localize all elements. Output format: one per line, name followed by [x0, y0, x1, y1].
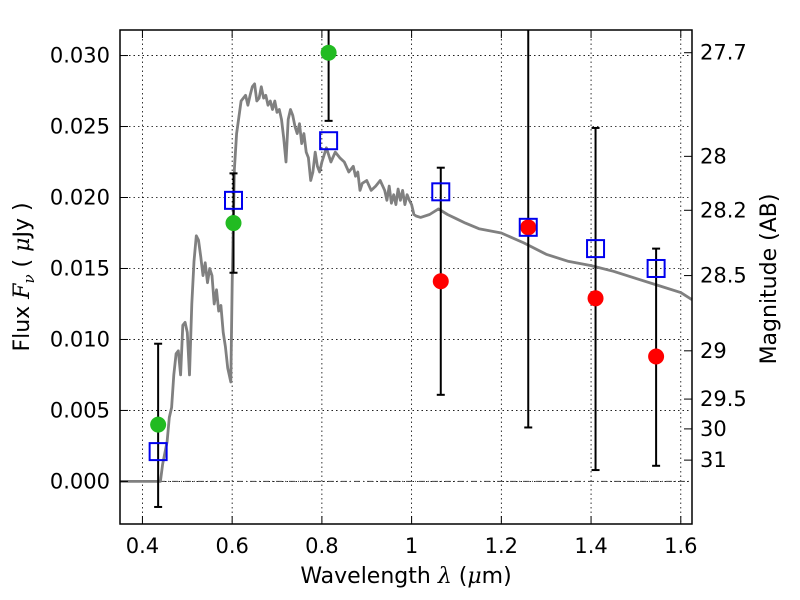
tick-labels: 0.4 0.6 0.8 1 1.2 1.4 1.6 0.000 0.005 0.010 0.015 0…	[50, 41, 747, 558]
detected-point	[225, 215, 242, 232]
upper-limit-point	[520, 219, 537, 236]
y2-tick-label: 29.5	[700, 387, 747, 411]
upper-limit-point	[587, 290, 604, 307]
y-tick-label: 0.030	[50, 44, 110, 68]
y2-tick-label: 28.5	[700, 264, 747, 288]
x-tick-label: 1	[405, 534, 418, 558]
y2-tick-label: 28	[700, 144, 727, 168]
y-axis-label: Flux Fν ( μJy )	[10, 202, 38, 351]
y-tick-label: 0.010	[50, 327, 110, 351]
x-tick-label: 0.6	[215, 534, 248, 558]
x-tick-label: 1.6	[664, 534, 697, 558]
model-photometry-square	[518, 217, 538, 237]
model-photometry-square	[646, 258, 666, 278]
y-tick-label: 0.025	[50, 115, 110, 139]
y2-tick-label: 31	[700, 448, 727, 472]
model-photometry-square	[224, 190, 244, 210]
y2-tick-label: 28.2	[700, 198, 747, 222]
model-photometry-square	[319, 131, 339, 151]
x-tick-label: 1.2	[485, 534, 518, 558]
x-axis-label: Wavelength λ (μm)	[300, 564, 511, 589]
model-photometry-square	[431, 182, 451, 202]
y2-tick-label: 27.7	[700, 41, 747, 65]
y2-tick-label: 29	[700, 339, 727, 363]
y2-tick-label: 30	[700, 417, 727, 441]
y-tick-label: 0.020	[50, 186, 110, 210]
detected-point	[320, 44, 337, 61]
y-tick-label: 0.005	[50, 398, 110, 422]
x-tick-label: 1.4	[574, 534, 607, 558]
y-tick-label: 0.000	[50, 469, 110, 493]
data-points-layer	[148, 44, 666, 462]
upper-limit-point	[648, 348, 665, 365]
y-tick-label: 0.015	[50, 256, 110, 280]
detected-point	[150, 416, 167, 433]
y2-axis-label: Magnitude (AB)	[757, 194, 782, 365]
upper-limit-point	[432, 273, 449, 290]
model-photometry-square	[586, 239, 606, 259]
x-tick-label: 0.4	[126, 534, 159, 558]
model-sed-layer	[120, 82, 693, 483]
x-tick-label: 0.8	[305, 534, 338, 558]
plot-frame	[119, 29, 693, 525]
model-photometry-square	[148, 442, 168, 462]
model-sed-line	[120, 82, 693, 483]
axis-ticks	[120, 30, 692, 524]
